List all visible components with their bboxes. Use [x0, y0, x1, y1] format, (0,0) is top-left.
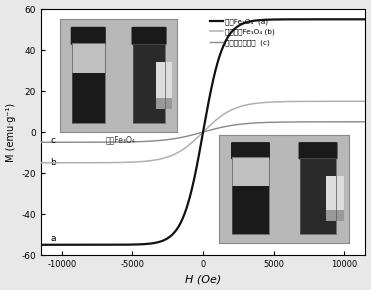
Text: a: a — [50, 234, 56, 243]
Text: 磁性Fe₃O₄: 磁性Fe₃O₄ — [105, 136, 135, 145]
Y-axis label: M (emu·g⁻¹): M (emu·g⁻¹) — [6, 102, 16, 162]
Legend: 磁性Fe₃O₄  (a), 改性磁性Fe₃O₄ (b), 磁性多孔泡沫体  (c): 磁性Fe₃O₄ (a), 改性磁性Fe₃O₄ (b), 磁性多孔泡沫体 (c) — [207, 15, 278, 49]
X-axis label: H (Oe): H (Oe) — [185, 274, 221, 284]
Text: b: b — [50, 158, 56, 167]
Text: c: c — [50, 136, 56, 145]
Text: 改性磁性Fe₃O₄: 改性磁性Fe₃O₄ — [266, 231, 305, 240]
